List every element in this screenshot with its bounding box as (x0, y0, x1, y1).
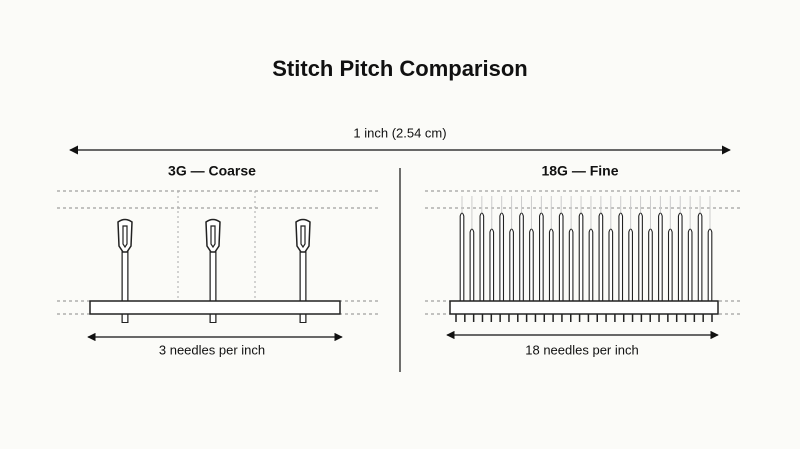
span-label: 1 inch (2.54 cm) (353, 125, 446, 140)
needle-bed (89, 300, 341, 315)
needle (578, 212, 584, 301)
right-panel: 18G — Fine 18 needles per inch (425, 163, 742, 357)
needle-latch (210, 225, 216, 249)
needle-head (205, 218, 221, 253)
needle-head (117, 218, 133, 253)
needle-latch (122, 225, 128, 249)
needle (548, 228, 554, 301)
panel-title: 3G — Coarse (168, 163, 256, 179)
needle (618, 212, 624, 301)
panel-title: 18G — Fine (541, 163, 618, 179)
needle (529, 228, 534, 301)
needle (509, 228, 514, 301)
needle (707, 228, 713, 301)
needle-bed (449, 300, 719, 315)
needle (648, 228, 653, 301)
needle (628, 228, 633, 301)
needle (489, 228, 495, 301)
needle (479, 212, 485, 301)
needle (588, 228, 594, 301)
needle-latch (300, 225, 306, 249)
caption: 3 needles per inch (159, 342, 265, 357)
needle (638, 212, 643, 301)
needle-head (295, 218, 311, 253)
needle (539, 212, 544, 301)
needle (558, 212, 564, 301)
needle (608, 228, 614, 301)
needle (568, 228, 574, 301)
needle (677, 212, 683, 301)
needle (499, 212, 505, 301)
needle (687, 228, 693, 301)
left-panel: 3G — Coarse 3 needles per inch (57, 163, 380, 357)
needle (598, 212, 604, 301)
needle (667, 228, 673, 301)
needle (697, 212, 703, 301)
caption: 18 needles per inch (525, 342, 638, 357)
needle (469, 228, 475, 301)
needle (459, 212, 465, 301)
title: Stitch Pitch Comparison (272, 56, 527, 81)
needle (658, 212, 663, 301)
needle (519, 212, 524, 301)
